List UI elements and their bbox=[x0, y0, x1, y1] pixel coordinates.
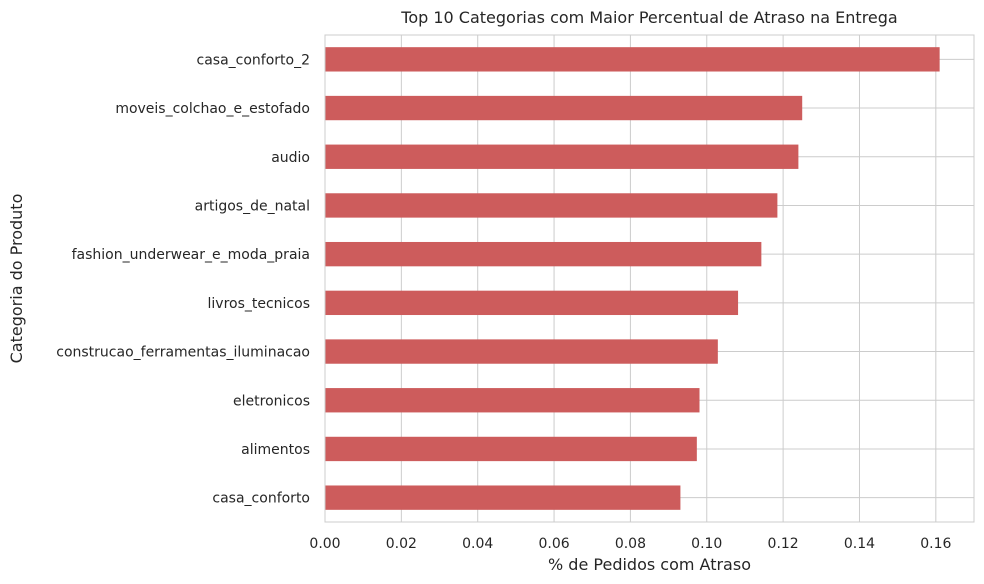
x-tick-label: 0.16 bbox=[920, 536, 951, 552]
bar-fashion_underwear_e_moda_praia bbox=[325, 241, 762, 267]
x-tick-label: 0.04 bbox=[462, 536, 493, 552]
x-tick-label: 0.02 bbox=[386, 536, 417, 552]
y-tick-label: eletronicos bbox=[233, 393, 310, 409]
y-axis-label: Categoria do Produto bbox=[7, 194, 26, 364]
bar-eletronicos bbox=[325, 388, 700, 413]
x-tick-label: 0.06 bbox=[538, 536, 569, 552]
x-tick-label: 0.10 bbox=[691, 536, 722, 552]
bar-audio bbox=[325, 144, 799, 169]
y-tick-label: audio bbox=[271, 150, 310, 166]
bars bbox=[325, 47, 940, 510]
y-tick-label: casa_conforto_2 bbox=[197, 52, 311, 68]
bar-casa_conforto_2 bbox=[325, 47, 940, 72]
y-tick-label: alimentos bbox=[241, 442, 310, 458]
y-tick-label: artigos_de_natal bbox=[195, 198, 310, 214]
x-tick-labels: 0.00 0.02 0.04 0.06 0.08 0.10 0.12 0.14 0.16 bbox=[309, 536, 951, 552]
x-tick-label: 0.00 bbox=[309, 536, 340, 552]
x-axis-label: % de Pedidos com Atraso bbox=[548, 555, 751, 574]
y-tick-label: construcao_ferramentas_iluminacao bbox=[56, 345, 310, 361]
y-tick-label: fashion_underwear_e_moda_praia bbox=[72, 247, 310, 263]
plot-area-frame bbox=[324, 34, 975, 523]
y-tick-labels: casa_conforto_2 moveis_colchao_e_estofado… bbox=[56, 52, 310, 506]
x-tick-label: 0.12 bbox=[768, 536, 799, 552]
x-tick-label: 0.08 bbox=[615, 536, 646, 552]
chart-title: Top 10 Categorias com Maior Percentual d… bbox=[400, 8, 897, 27]
bar-artigos_de_natal bbox=[325, 193, 778, 218]
y-tick-label: livros_tecnicos bbox=[208, 296, 311, 312]
bar-moveis_colchao_e_estofado bbox=[325, 95, 803, 121]
y-tick-label: casa_conforto bbox=[212, 491, 310, 507]
y-tick-label: moveis_colchao_e_estofado bbox=[115, 101, 310, 117]
bar-alimentos bbox=[325, 436, 697, 462]
bar-casa_conforto bbox=[325, 485, 681, 510]
bar-livros_tecnicos bbox=[325, 290, 739, 316]
x-tick-label: 0.14 bbox=[844, 536, 875, 552]
bar-construcao_ferramentas_iluminacao bbox=[325, 339, 718, 364]
